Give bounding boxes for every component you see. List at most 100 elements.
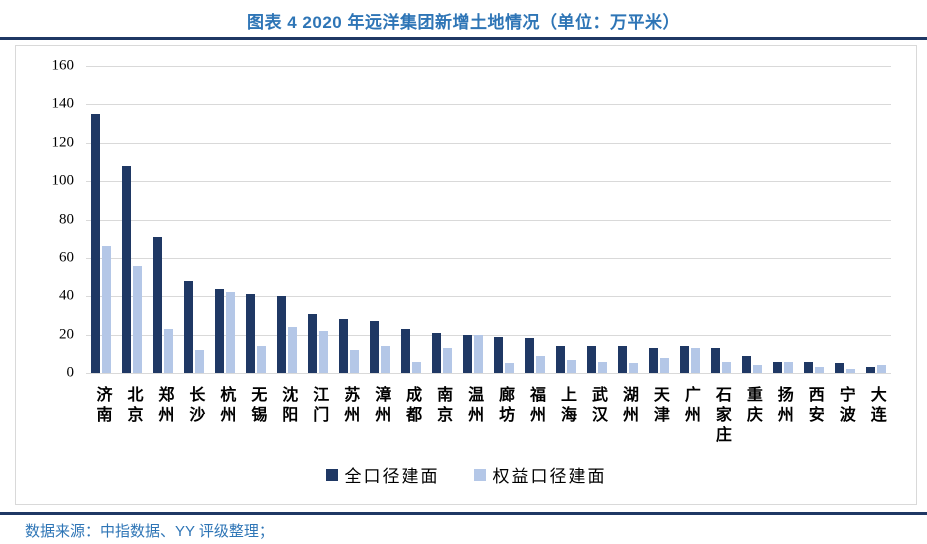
bar-group — [798, 66, 829, 373]
x-axis-labels: 济南 北京 郑州 长沙 杭州 无锡 沈阳 江门 苏州 漳州 成都 南京 温州 廊坊 福州 上海 武汉 湖州 天津 广州… — [86, 386, 891, 446]
bar — [783, 361, 793, 373]
x-label-cell: 成都 — [396, 386, 427, 446]
x-label-cell: 上海 — [551, 386, 582, 446]
bar — [246, 294, 256, 373]
x-tick-label: 扬州 — [774, 386, 792, 426]
x-label-cell: 郑州 — [148, 386, 179, 446]
bar — [474, 334, 484, 373]
bar — [648, 348, 658, 373]
x-label-cell: 重庆 — [736, 386, 767, 446]
bar-group — [272, 66, 303, 373]
bar — [865, 367, 875, 373]
bar-group — [179, 66, 210, 373]
bar — [319, 330, 329, 373]
bar — [628, 363, 638, 373]
bar-group — [520, 66, 551, 373]
data-source-note: 数据来源：中指数据、YY 评级整理； — [25, 523, 274, 540]
bar — [277, 296, 287, 373]
x-tick-label: 广州 — [681, 386, 699, 426]
x-tick-label: 武汉 — [588, 386, 606, 426]
bar — [412, 361, 422, 373]
x-label-cell: 湖州 — [612, 386, 643, 446]
bar-group — [829, 66, 860, 373]
legend-item: 权益口径建面 — [473, 462, 607, 487]
x-tick-label: 福州 — [527, 386, 545, 426]
gridline — [86, 66, 891, 67]
x-label-cell: 无锡 — [241, 386, 272, 446]
x-label-cell: 温州 — [458, 386, 489, 446]
bar-group — [148, 66, 179, 373]
bar — [184, 280, 194, 373]
x-label-cell: 济南 — [86, 386, 117, 446]
x-tick-label: 成都 — [403, 386, 421, 426]
bar-group — [210, 66, 241, 373]
bar — [679, 346, 689, 373]
x-label-cell: 杭州 — [210, 386, 241, 446]
bar-group — [674, 66, 705, 373]
x-tick-label: 大连 — [867, 386, 885, 426]
chart-legend: 全口径建面 权益口径建面 — [16, 462, 916, 487]
bar — [772, 361, 782, 373]
bar — [617, 346, 627, 373]
bar — [752, 365, 762, 373]
x-tick-label: 沈阳 — [279, 386, 297, 426]
y-tick-label: 140 — [51, 95, 75, 112]
bar — [122, 165, 132, 373]
bar-group — [303, 66, 334, 373]
bar — [339, 319, 349, 373]
y-tick-label: 120 — [51, 134, 75, 151]
bar — [834, 363, 844, 373]
bar — [288, 326, 298, 373]
x-label-cell: 扬州 — [767, 386, 798, 446]
bar — [195, 349, 205, 373]
bar-group — [427, 66, 458, 373]
bar — [525, 338, 535, 373]
x-label-cell: 宁波 — [829, 386, 860, 446]
x-label-cell: 南京 — [427, 386, 458, 446]
y-tick-label: 40 — [59, 287, 74, 304]
bar — [690, 348, 700, 373]
y-tick-label: 160 — [51, 57, 75, 74]
bar — [536, 355, 546, 373]
x-label-cell: 江门 — [303, 386, 334, 446]
x-label-cell: 天津 — [643, 386, 674, 446]
bar-group — [365, 66, 396, 373]
bar — [308, 313, 318, 373]
footer-divider-line — [0, 512, 927, 515]
y-tick-label: 80 — [59, 211, 74, 227]
bar — [741, 355, 751, 373]
x-tick-label: 郑州 — [155, 386, 173, 426]
gridline — [86, 104, 891, 106]
bar-groups — [86, 66, 891, 373]
bar-group — [396, 66, 427, 373]
x-label-cell: 廊坊 — [489, 386, 520, 446]
bar-group — [86, 66, 117, 373]
x-tick-label: 上海 — [558, 386, 576, 426]
bar — [350, 349, 360, 373]
bar — [505, 363, 515, 373]
chart-container: 0 20 40 60 80 100 120 140 160 济南 北京 郑州 长沙 杭州 无锡 沈阳 江门 苏州… — [15, 45, 917, 505]
bar-group — [612, 66, 643, 373]
bar-group — [767, 66, 798, 373]
x-label-cell: 福州 — [520, 386, 551, 446]
plot-area: 0 20 40 60 80 100 120 140 160 — [52, 58, 891, 381]
bar-group — [489, 66, 520, 373]
bar — [814, 367, 824, 373]
legend-label: 权益口径建面 — [492, 467, 607, 486]
x-tick-label: 重庆 — [743, 386, 761, 426]
bar-group — [705, 66, 736, 373]
bar-group — [551, 66, 582, 373]
x-tick-label: 湖州 — [619, 386, 637, 426]
x-label-cell: 西安 — [798, 386, 829, 446]
y-tick-label: 0 — [66, 364, 75, 381]
x-label-cell: 石家庄 — [705, 386, 736, 446]
bar — [153, 236, 163, 373]
x-tick-label: 济南 — [93, 386, 111, 426]
x-label-cell: 大连 — [860, 386, 891, 446]
legend-swatch-icon — [325, 468, 338, 481]
bar — [443, 348, 453, 373]
gridline — [86, 142, 891, 144]
bar — [845, 369, 855, 373]
bar — [215, 288, 225, 373]
